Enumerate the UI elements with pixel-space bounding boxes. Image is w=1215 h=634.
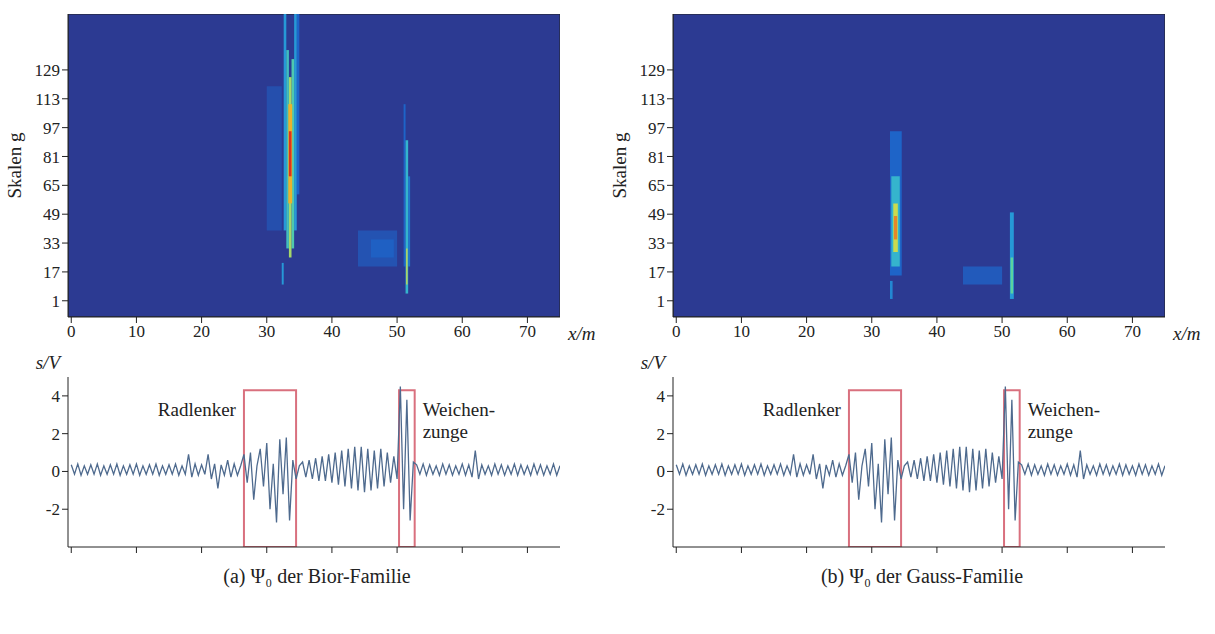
svg-text:0: 0 (657, 462, 666, 481)
svg-text:0: 0 (52, 462, 61, 481)
svg-text:49: 49 (648, 205, 665, 224)
svg-text:s/V: s/V (641, 352, 668, 373)
svg-text:1: 1 (657, 292, 666, 311)
svg-text:Skalen g: Skalen g (609, 132, 630, 198)
svg-text:s/V: s/V (36, 352, 63, 373)
svg-text:0: 0 (672, 322, 681, 341)
svg-text:81: 81 (43, 148, 60, 167)
svg-text:10: 10 (128, 322, 145, 341)
svg-text:113: 113 (640, 90, 665, 109)
svg-text:4: 4 (52, 387, 61, 406)
svg-text:50: 50 (389, 322, 406, 341)
svg-text:30: 30 (258, 322, 275, 341)
html-text:(a) Ψ₀ der Bior-Familie: (a) Ψ₀ der Bior-Familie (223, 565, 411, 587)
svg-text:2: 2 (657, 425, 666, 444)
svg-text:17: 17 (648, 263, 666, 282)
html-text:(b) Ψ₀ der Gauss-Familie: (b) Ψ₀ der Gauss-Familie (820, 565, 1024, 587)
svg-text:49: 49 (43, 205, 60, 224)
svg-text:1: 1 (52, 292, 61, 311)
svg-text:97: 97 (43, 119, 61, 138)
svg-text:2: 2 (52, 425, 61, 444)
svg-text:40: 40 (928, 322, 945, 341)
svg-text:20: 20 (798, 322, 815, 341)
svg-text:33: 33 (648, 234, 665, 253)
svg-text:Radlenker: Radlenker (763, 399, 842, 420)
svg-text:50: 50 (994, 322, 1011, 341)
svg-text:10: 10 (733, 322, 750, 341)
svg-text:33: 33 (43, 234, 60, 253)
svg-text:x/m: x/m (567, 323, 595, 344)
svg-text:-2: -2 (46, 500, 60, 519)
svg-text:Weichen-zunge: Weichen-zunge (423, 399, 495, 442)
svg-text:60: 60 (454, 322, 471, 341)
svg-text:70: 70 (519, 322, 536, 341)
svg-text:60: 60 (1059, 322, 1076, 341)
svg-text:Skalen g: Skalen g (4, 132, 25, 198)
svg-text:Radlenker: Radlenker (158, 399, 237, 420)
svg-text:-2: -2 (651, 500, 665, 519)
svg-text:Weichen-zunge: Weichen-zunge (1028, 399, 1100, 442)
svg-text:4: 4 (657, 387, 666, 406)
svg-text:129: 129 (640, 61, 666, 80)
svg-text:65: 65 (43, 176, 60, 195)
svg-text:70: 70 (1124, 322, 1141, 341)
svg-text:0: 0 (67, 322, 76, 341)
svg-text:40: 40 (323, 322, 340, 341)
svg-text:113: 113 (35, 90, 60, 109)
svg-text:65: 65 (648, 176, 665, 195)
svg-text:17: 17 (43, 263, 61, 282)
svg-text:81: 81 (648, 148, 665, 167)
svg-text:x/m: x/m (1172, 323, 1200, 344)
svg-text:129: 129 (35, 61, 61, 80)
svg-text:97: 97 (648, 119, 666, 138)
svg-text:20: 20 (193, 322, 210, 341)
svg-text:30: 30 (863, 322, 880, 341)
